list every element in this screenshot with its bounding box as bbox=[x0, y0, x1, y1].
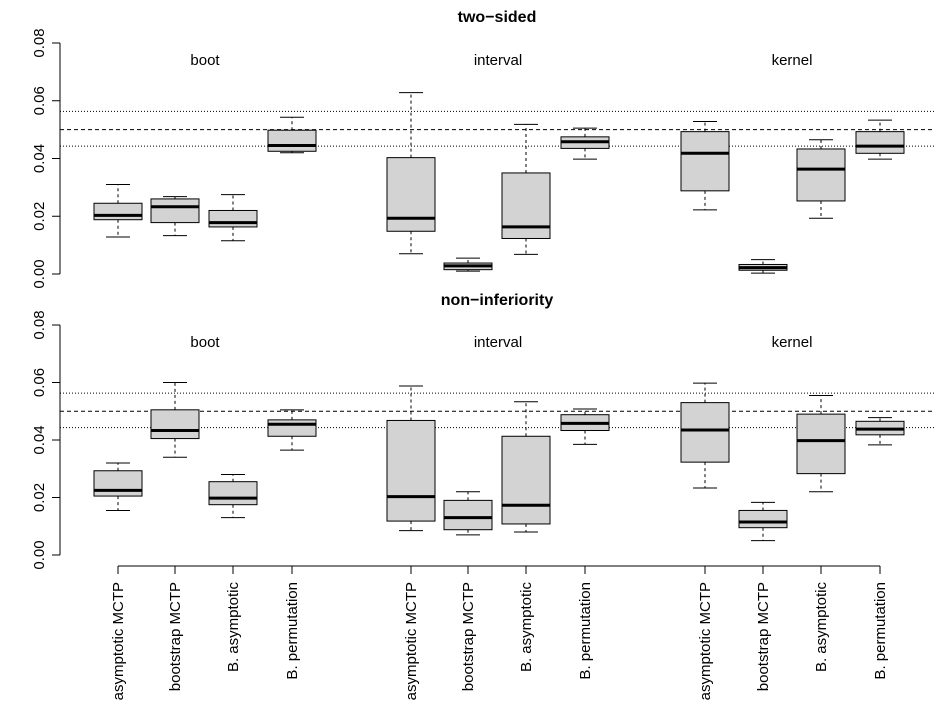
panel-title: non−inferiority bbox=[441, 292, 554, 309]
box bbox=[443, 499, 493, 531]
y-tick-label: 0.04 bbox=[31, 144, 48, 173]
group-label: kernel bbox=[772, 334, 813, 351]
y-tick-label: 0.00 bbox=[31, 259, 48, 288]
box bbox=[855, 131, 905, 154]
box bbox=[680, 402, 730, 463]
y-tick-label: 0.08 bbox=[31, 28, 48, 57]
box bbox=[796, 148, 846, 202]
y-tick-label: 0.06 bbox=[31, 86, 48, 115]
box bbox=[796, 413, 846, 475]
y-tick-label: 0.02 bbox=[31, 483, 48, 512]
y-tick-label: 0.04 bbox=[31, 425, 48, 454]
x-tick-label: B. asymptotic bbox=[813, 582, 830, 673]
group-label: interval bbox=[474, 334, 522, 351]
box bbox=[150, 198, 200, 224]
box bbox=[150, 409, 200, 440]
box bbox=[208, 209, 258, 228]
box bbox=[680, 131, 730, 192]
box bbox=[93, 470, 143, 497]
box bbox=[93, 202, 143, 221]
box bbox=[738, 509, 788, 529]
box bbox=[386, 419, 436, 522]
x-tick-label: B. permutation bbox=[577, 582, 594, 680]
box bbox=[267, 129, 317, 152]
box bbox=[386, 157, 436, 232]
x-tick-label: asymptotic MCTP bbox=[697, 582, 714, 700]
x-tick-label: bootstrap MCTP bbox=[755, 582, 772, 691]
group-label: kernel bbox=[772, 52, 813, 69]
x-tick-label: B. asymptotic bbox=[225, 582, 242, 673]
x-tick-label: B. asymptotic bbox=[518, 582, 535, 673]
x-tick-label: asymptotic MCTP bbox=[110, 582, 127, 700]
box bbox=[501, 435, 551, 525]
group-label: interval bbox=[474, 52, 522, 69]
group-label: boot bbox=[190, 52, 220, 69]
box bbox=[267, 419, 317, 437]
y-tick-label: 0.02 bbox=[31, 202, 48, 231]
group-label: boot bbox=[190, 334, 220, 351]
y-tick-label: 0.08 bbox=[31, 310, 48, 339]
box bbox=[208, 481, 258, 506]
x-tick-label: bootstrap MCTP bbox=[167, 582, 184, 691]
x-tick-label: B. permutation bbox=[284, 582, 301, 680]
x-tick-label: asymptotic MCTP bbox=[403, 582, 420, 700]
x-tick-label: B. permutation bbox=[872, 582, 889, 680]
box bbox=[501, 172, 551, 239]
y-tick-label: 0.06 bbox=[31, 368, 48, 397]
x-tick-label: bootstrap MCTP bbox=[460, 582, 477, 691]
y-tick-label: 0.00 bbox=[31, 540, 48, 569]
panel-title: two−sided bbox=[458, 9, 537, 26]
